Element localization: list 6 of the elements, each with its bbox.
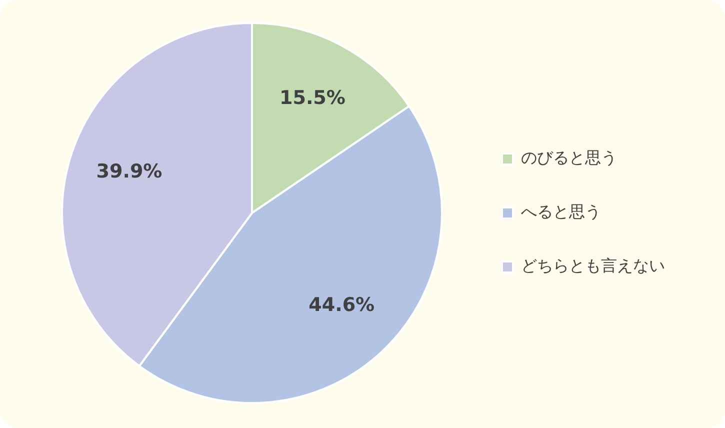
legend-label: のびると思う xyxy=(521,148,617,168)
data-label: 15.5% xyxy=(279,86,346,109)
data-label: 44.6% xyxy=(308,294,375,316)
legend-label: へると思う xyxy=(521,202,601,222)
legend-label: どちらとも言えない xyxy=(521,256,665,276)
data-label: 39.9% xyxy=(96,160,162,183)
